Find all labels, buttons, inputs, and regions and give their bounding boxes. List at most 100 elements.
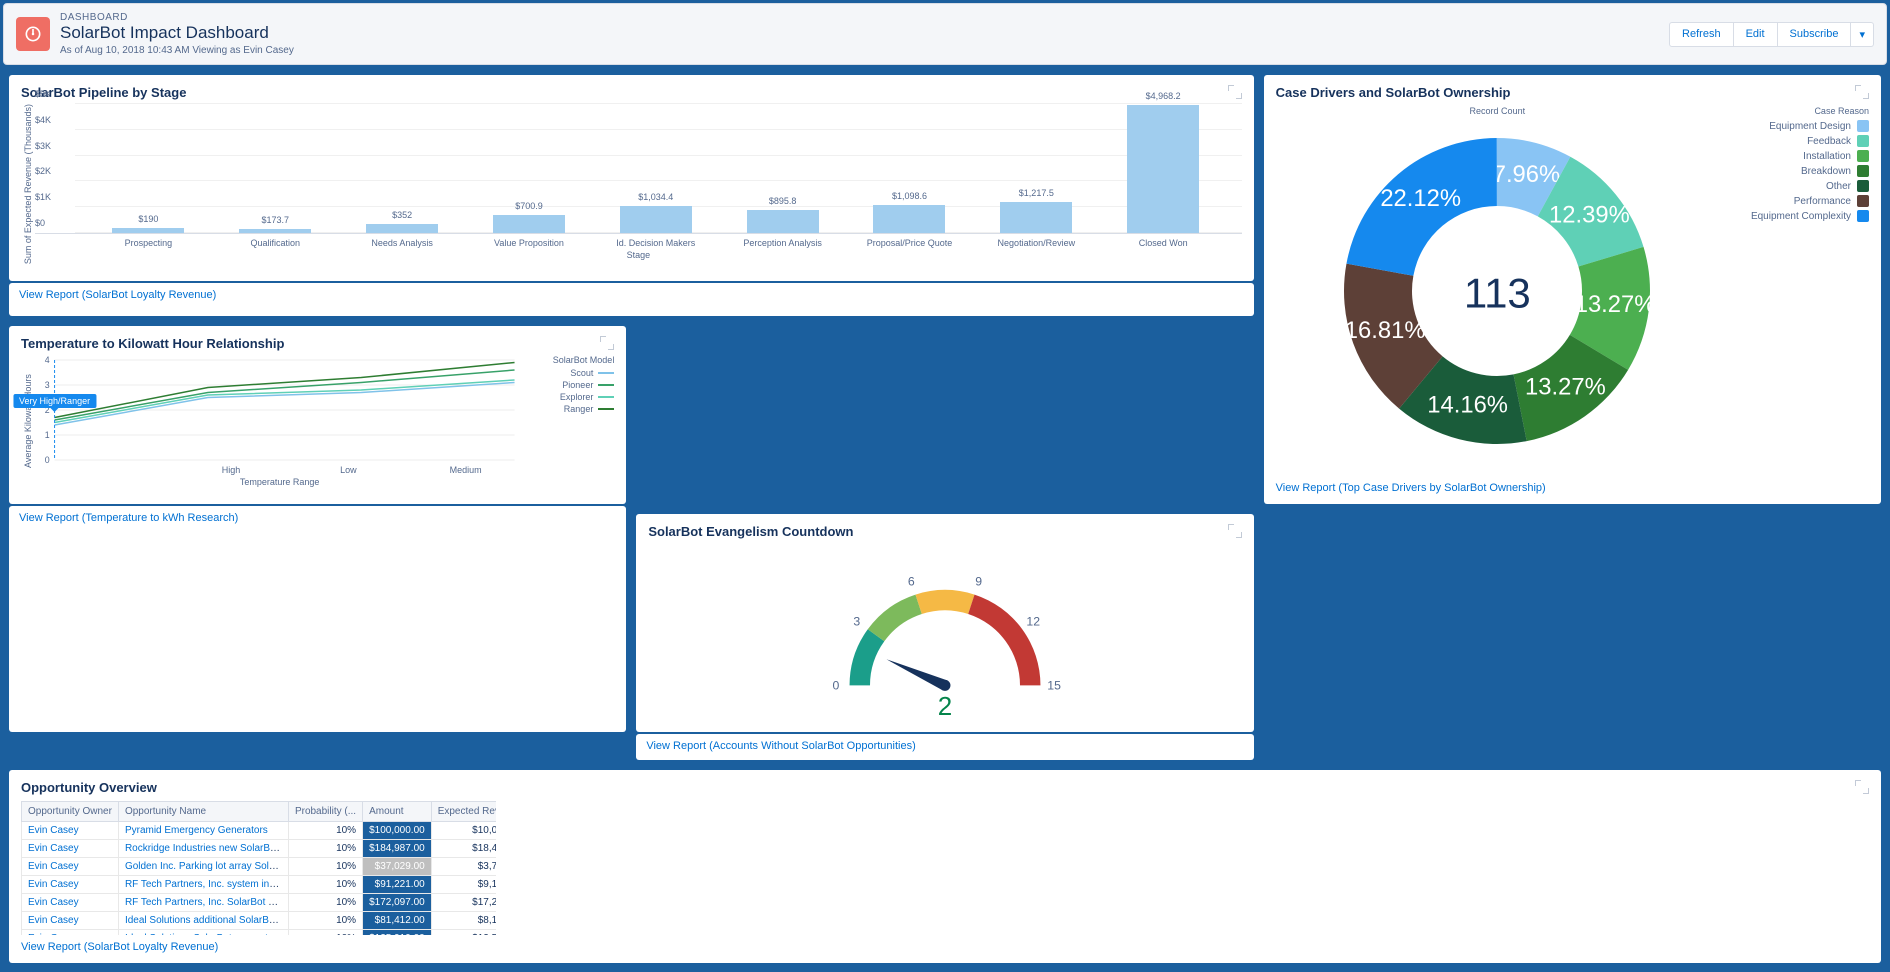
donut-legend-item[interactable]: Equipment Design: [1729, 120, 1869, 132]
pipeline-bar[interactable]: $352: [366, 224, 438, 233]
line-panel: Temperature to Kilowatt Hour Relationshi…: [9, 326, 626, 504]
table-row: Evin Casey RF Tech Partners, Inc. SolarBo…: [22, 894, 497, 912]
opportunity-link[interactable]: Pyramid Emergency Generators: [125, 825, 268, 836]
expand-icon[interactable]: [1228, 85, 1242, 99]
table-header[interactable]: Probability (...: [288, 802, 362, 822]
amount-cell: $100,000.00: [363, 822, 431, 839]
expand-icon[interactable]: [1228, 524, 1242, 538]
gauge-value: 2: [648, 691, 1241, 722]
svg-text:12: 12: [1026, 614, 1040, 628]
gauge-title: SolarBot Evangelism Countdown: [648, 524, 1241, 539]
amount-cell: $172,097.00: [363, 894, 431, 911]
donut-panel: Case Drivers and SolarBot Ownership Reco…: [1264, 75, 1881, 504]
svg-text:3: 3: [45, 380, 50, 390]
pipeline-bar[interactable]: $895.8: [747, 210, 819, 233]
gauge-chart: 03691215: [795, 549, 1095, 699]
opportunity-link[interactable]: RF Tech Partners, Inc. SolarBot warranty…: [125, 897, 289, 908]
donut-center-value: 113: [1464, 269, 1531, 317]
table-title: Opportunity Overview: [21, 780, 1869, 795]
line-report-link[interactable]: View Report (Temperature to kWh Research…: [19, 512, 238, 524]
pipeline-bar[interactable]: $1,217.5: [1000, 202, 1072, 233]
expand-icon[interactable]: [600, 336, 614, 350]
more-actions-button[interactable]: ▾: [1851, 22, 1874, 47]
pipeline-plot: $0$1K$2K$3K$4K$5K$190$173.7$352$700.9$1,…: [35, 104, 1242, 234]
opportunity-link[interactable]: RF Tech Partners, Inc. system installati…: [125, 879, 289, 890]
pipeline-report-link[interactable]: View Report (SolarBot Loyalty Revenue): [19, 289, 216, 301]
edit-button[interactable]: Edit: [1734, 22, 1778, 47]
line-legend-item[interactable]: Ranger: [524, 404, 614, 414]
table-panel: Opportunity Overview Opportunity OwnerOp…: [9, 770, 1881, 963]
line-legend-item[interactable]: Explorer: [524, 392, 614, 402]
owner-link[interactable]: Evin Casey: [28, 915, 79, 926]
opportunity-link[interactable]: Ideal Solutions SolarBot warranty extens…: [125, 933, 289, 935]
pipeline-bar[interactable]: $4,968.2: [1127, 105, 1199, 233]
pipeline-bar[interactable]: $1,098.6: [873, 205, 945, 233]
dashboard-header: DASHBOARD SolarBot Impact Dashboard As o…: [3, 3, 1887, 65]
expand-icon[interactable]: [1855, 85, 1869, 99]
donut-legend-item[interactable]: Other: [1729, 180, 1869, 192]
expand-icon[interactable]: [1855, 780, 1869, 794]
svg-text:13.27%: 13.27%: [1575, 291, 1656, 318]
svg-text:12.39%: 12.39%: [1549, 201, 1630, 228]
amount-cell: $125,919.00: [363, 930, 431, 935]
gauge-band: [915, 590, 974, 614]
owner-link[interactable]: Evin Casey: [28, 843, 79, 854]
donut-legend-item[interactable]: Equipment Complexity: [1729, 210, 1869, 222]
gauge-report-link[interactable]: View Report (Accounts Without SolarBot O…: [646, 740, 915, 752]
owner-link[interactable]: Evin Casey: [28, 825, 79, 836]
pipeline-bar[interactable]: $1,034.4: [620, 206, 692, 233]
opportunity-link[interactable]: Ideal Solutions additional SolarBots: [125, 915, 282, 926]
owner-link[interactable]: Evin Casey: [28, 897, 79, 908]
table-report-link[interactable]: View Report (SolarBot Loyalty Revenue): [21, 941, 218, 953]
owner-link[interactable]: Evin Casey: [28, 861, 79, 872]
dashboard-icon: [16, 17, 50, 51]
table-row: Evin Casey Ideal Solutions additional Sol…: [22, 912, 497, 930]
donut-legend-item[interactable]: Installation: [1729, 150, 1869, 162]
donut-legend-item[interactable]: Breakdown: [1729, 165, 1869, 177]
pipeline-bar[interactable]: $700.9: [493, 215, 565, 233]
donut-legend-item[interactable]: Feedback: [1729, 135, 1869, 147]
svg-text:0: 0: [832, 678, 839, 692]
donut-report-link[interactable]: View Report (Top Case Drivers by SolarBo…: [1276, 482, 1546, 494]
svg-text:3: 3: [853, 614, 860, 628]
page-subtitle: As of Aug 10, 2018 10:43 AM Viewing as E…: [60, 45, 1659, 56]
table-header[interactable]: Opportunity Owner: [22, 802, 119, 822]
pipeline-xticks: ProspectingQualificationNeeds AnalysisVa…: [35, 234, 1242, 248]
line-tooltip: Very High/Ranger: [13, 394, 96, 408]
gauge-needle: [886, 659, 947, 690]
table-header[interactable]: Amount: [363, 802, 432, 822]
refresh-button[interactable]: Refresh: [1669, 22, 1734, 47]
opportunity-link[interactable]: Rockridge Industries new SolarBot unit i…: [125, 843, 289, 854]
svg-text:14.16%: 14.16%: [1428, 392, 1509, 419]
pipeline-xlabel: Stage: [35, 250, 1242, 260]
table-row: Evin Casey Golden Inc. Parking lot array …: [22, 858, 497, 876]
amount-cell: $184,987.00: [363, 840, 431, 857]
donut-title: Case Drivers and SolarBot Ownership: [1276, 85, 1869, 100]
amount-cell: $37,029.00: [363, 858, 431, 875]
subscribe-button[interactable]: Subscribe: [1778, 22, 1852, 47]
line-series-ranger[interactable]: [55, 363, 515, 418]
page-title: SolarBot Impact Dashboard: [60, 23, 1659, 43]
pipeline-bar[interactable]: $173.7: [239, 229, 311, 233]
line-xticks: HighLowMedium: [35, 465, 524, 475]
table-header[interactable]: Opportunity Name: [118, 802, 288, 822]
opportunity-link[interactable]: Golden Inc. Parking lot array SolarBots: [125, 861, 289, 872]
svg-text:15: 15: [1047, 678, 1061, 692]
line-title: Temperature to Kilowatt Hour Relationshi…: [21, 336, 614, 351]
gauge-band: [850, 629, 885, 685]
line-legend-item[interactable]: Pioneer: [524, 380, 614, 390]
pipeline-panel: SolarBot Pipeline by Stage Sum of Expect…: [9, 75, 1254, 281]
owner-link[interactable]: Evin Casey: [28, 933, 79, 935]
svg-text:7.96%: 7.96%: [1493, 161, 1560, 188]
pipeline-bar[interactable]: $190: [112, 228, 184, 233]
gauge-band: [868, 595, 922, 642]
svg-text:6: 6: [908, 575, 915, 589]
table-header[interactable]: Expected Revenue: [431, 802, 496, 822]
svg-text:13.27%: 13.27%: [1525, 374, 1606, 401]
svg-text:4: 4: [45, 355, 50, 365]
svg-text:22.12%: 22.12%: [1381, 185, 1462, 212]
svg-text:16.81%: 16.81%: [1345, 317, 1426, 344]
donut-legend-item[interactable]: Performance: [1729, 195, 1869, 207]
line-legend-item[interactable]: Scout: [524, 368, 614, 378]
owner-link[interactable]: Evin Casey: [28, 879, 79, 890]
